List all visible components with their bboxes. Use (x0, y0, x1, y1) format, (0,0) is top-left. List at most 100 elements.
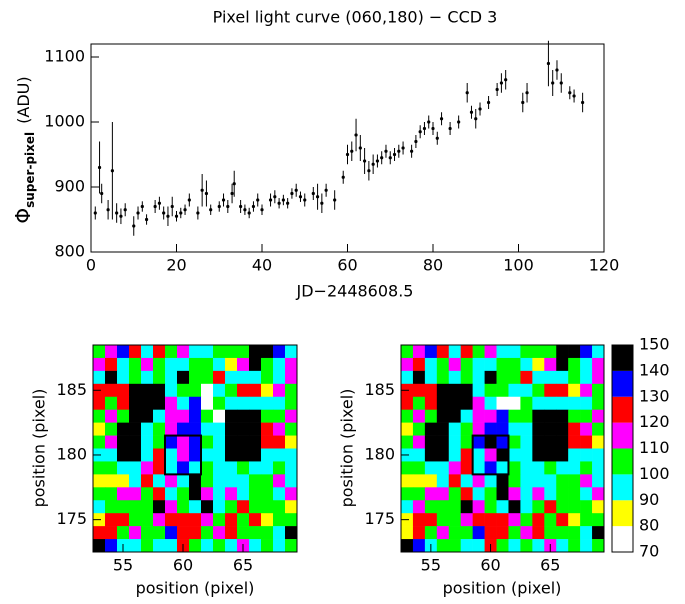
heatmap-cell (201, 357, 214, 372)
data-point (311, 191, 315, 196)
heatmap-cell (285, 435, 298, 449)
data-point (251, 204, 256, 209)
data-point (435, 136, 439, 140)
heatmap-cell (436, 513, 450, 527)
heatmap-cell (460, 448, 473, 462)
heatmap-cell (472, 539, 485, 553)
x-tick-label: 20 (166, 256, 186, 275)
heatmap-cell (117, 513, 130, 527)
heatmap-cell (580, 539, 593, 553)
heatmap-cell (508, 500, 521, 514)
heatmap-cell (448, 435, 462, 449)
heatmap-cell (165, 500, 178, 514)
heatmap-cell (189, 487, 202, 501)
heatmap-cell (105, 370, 118, 385)
heatmap-cell (225, 500, 238, 514)
heatmap-cell (592, 383, 605, 398)
heatmap-cell (532, 422, 545, 436)
heatmap-cell (261, 435, 274, 449)
heatmap-cell (261, 422, 274, 436)
data-point (303, 198, 307, 202)
heatmap-cell (273, 409, 286, 423)
heatmap-cell (177, 435, 190, 449)
heatmap-cell (424, 396, 438, 410)
data-point (418, 130, 422, 134)
heatmap-cell (93, 461, 106, 475)
heatmap-cell (496, 422, 509, 436)
heatmap-cell (93, 500, 106, 514)
heatmap-cell (177, 383, 190, 398)
heatmap-cell (237, 448, 250, 462)
heatmap-cell (508, 396, 521, 410)
heatmap-cell (201, 474, 214, 488)
heatmap-cell (285, 500, 298, 514)
heatmap-cell (273, 422, 286, 436)
heatmap-cell (105, 435, 118, 449)
heatmap-cell (189, 383, 202, 398)
y-axis-label: Φsuper-pixel (ADU) (11, 76, 37, 223)
heatmap-cell (285, 539, 298, 553)
heatmap-cell (273, 513, 286, 527)
heatmap-cell (201, 461, 214, 475)
heatmap-cell (201, 539, 214, 553)
heatmap-cell (496, 448, 509, 462)
heatmap-cell (225, 383, 238, 398)
heatmap-cell (237, 474, 250, 488)
y-tick-label: 180 (56, 444, 87, 463)
heatmap-cell (285, 513, 298, 527)
heatmap-cell (592, 357, 605, 372)
heatmap-cell (165, 526, 178, 540)
heatmap-cell (544, 448, 557, 462)
heatmap-cell (460, 435, 473, 449)
heatmap-cell (496, 370, 509, 385)
heatmap-cell (520, 461, 533, 475)
heatmap-cell (448, 526, 462, 540)
data-point (422, 126, 427, 131)
heatmap-cell (472, 435, 485, 449)
heatmap-cell (141, 500, 154, 514)
heatmap-cell (273, 448, 286, 462)
heatmap-cell (201, 370, 214, 385)
heatmap-cell (556, 487, 569, 501)
heatmap-cell (484, 487, 497, 501)
heatmap-cell (568, 448, 581, 462)
heatmap-cell (401, 435, 414, 449)
data-point (179, 211, 183, 215)
heatmap-cell (556, 383, 569, 398)
heatmap-cell (544, 422, 557, 436)
heatmap-cell (249, 539, 262, 553)
colorbar-label: 110 (639, 438, 670, 457)
heatmap-cell (189, 370, 202, 385)
heatmap-cell (189, 435, 202, 449)
heatmap-cell (436, 422, 450, 436)
data-point (439, 117, 444, 121)
heatmap-cell (105, 422, 118, 436)
heatmap-cell (460, 370, 473, 385)
heatmap-cell (412, 409, 426, 423)
heatmap-cell (237, 500, 250, 514)
y-tick-label: 175 (56, 509, 87, 528)
data-point (230, 191, 234, 196)
data-point (568, 91, 572, 95)
heatmap-cell (592, 422, 605, 436)
heatmap-cell (460, 357, 473, 372)
heatmap-cell (556, 474, 569, 488)
x-tick-label: 0 (86, 256, 96, 275)
heatmap-cell (129, 474, 142, 488)
heatmap-cell (105, 474, 118, 488)
heatmap-cell (496, 435, 509, 449)
heatmap-cell (165, 435, 178, 449)
data-point (232, 182, 236, 186)
heatmap-cell (93, 409, 106, 423)
heatmap-cell (544, 487, 557, 501)
data-point (371, 162, 375, 166)
data-point (157, 201, 161, 205)
heatmap-cell (424, 474, 438, 488)
heatmap-cell (153, 487, 166, 501)
heatmap-cell (213, 487, 226, 501)
heatmap-cell (141, 539, 154, 553)
x-tick-label: 65 (233, 556, 253, 575)
heatmap-cell (129, 539, 142, 553)
heatmap-cell (105, 345, 118, 359)
heatmap-cell (141, 461, 154, 475)
